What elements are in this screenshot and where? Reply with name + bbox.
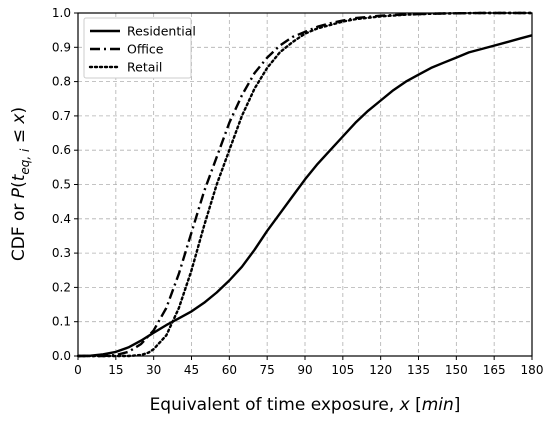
y-tick-label: 0.1: [52, 315, 71, 329]
x-tick-label: 30: [146, 363, 161, 377]
y-tick-label: 0.0: [52, 349, 71, 363]
y-tick-label: 0.3: [52, 246, 71, 260]
y-axis-title: CDF or P(teq, i ≤ x): [9, 107, 32, 261]
legend-label-retail: Retail: [127, 60, 162, 75]
series-line-office: [78, 11, 532, 358]
y-axis-title-x: x: [9, 113, 29, 125]
y-tick-label: 0.4: [52, 212, 71, 226]
x-axis-title: Equivalent of time exposure, x [min]: [150, 395, 461, 415]
y-tick-label: 0.5: [52, 178, 71, 192]
series-line-retail: [76, 11, 534, 358]
y-tick-label: 1.0: [52, 6, 71, 20]
y-axis-title-subscript: eq, i: [18, 148, 32, 175]
y-tick-label: 0.7: [52, 109, 71, 123]
series-layer: [76, 11, 534, 358]
y-axis-title-t: t: [9, 173, 29, 181]
x-tick-label: 120: [369, 363, 392, 377]
y-tick-label: 0.8: [52, 75, 71, 89]
x-tick-label: 0: [74, 363, 82, 377]
x-tick-label: 90: [297, 363, 312, 377]
x-tick-label: 105: [331, 363, 354, 377]
legend-label-office: Office: [127, 42, 164, 57]
y-tick-label: 0.2: [52, 280, 71, 294]
y-axis-title-p: P: [9, 187, 29, 198]
legend: Residential Office Retail: [83, 17, 196, 79]
x-axis-title-variable: x: [399, 395, 411, 415]
x-tick-label: 150: [445, 363, 468, 377]
x-tick-label: 75: [260, 363, 275, 377]
x-axis-title-unit: min: [422, 395, 454, 415]
x-tick-label: 135: [407, 363, 430, 377]
y-tick-label: 0.6: [52, 143, 71, 157]
x-axis-title-text: Equivalent of time exposure,: [150, 395, 400, 415]
axes: 0 15 30 45 60 75 90 105 120 135 150 165 180 0.0 0.1 0.2…: [52, 6, 544, 377]
legend-label-residential: Residential: [127, 24, 196, 39]
x-tick-label: 15: [108, 363, 123, 377]
x-tick-label: 60: [222, 363, 237, 377]
y-tick-label: 0.9: [52, 40, 71, 54]
legend-box: [83, 17, 192, 79]
x-tick-label: 165: [483, 363, 506, 377]
y-axis-title-prefix: CDF or: [9, 198, 29, 261]
series-line-residential: [77, 34, 533, 358]
x-tick-label: 45: [184, 363, 199, 377]
x-tick-label: 180: [521, 363, 544, 377]
